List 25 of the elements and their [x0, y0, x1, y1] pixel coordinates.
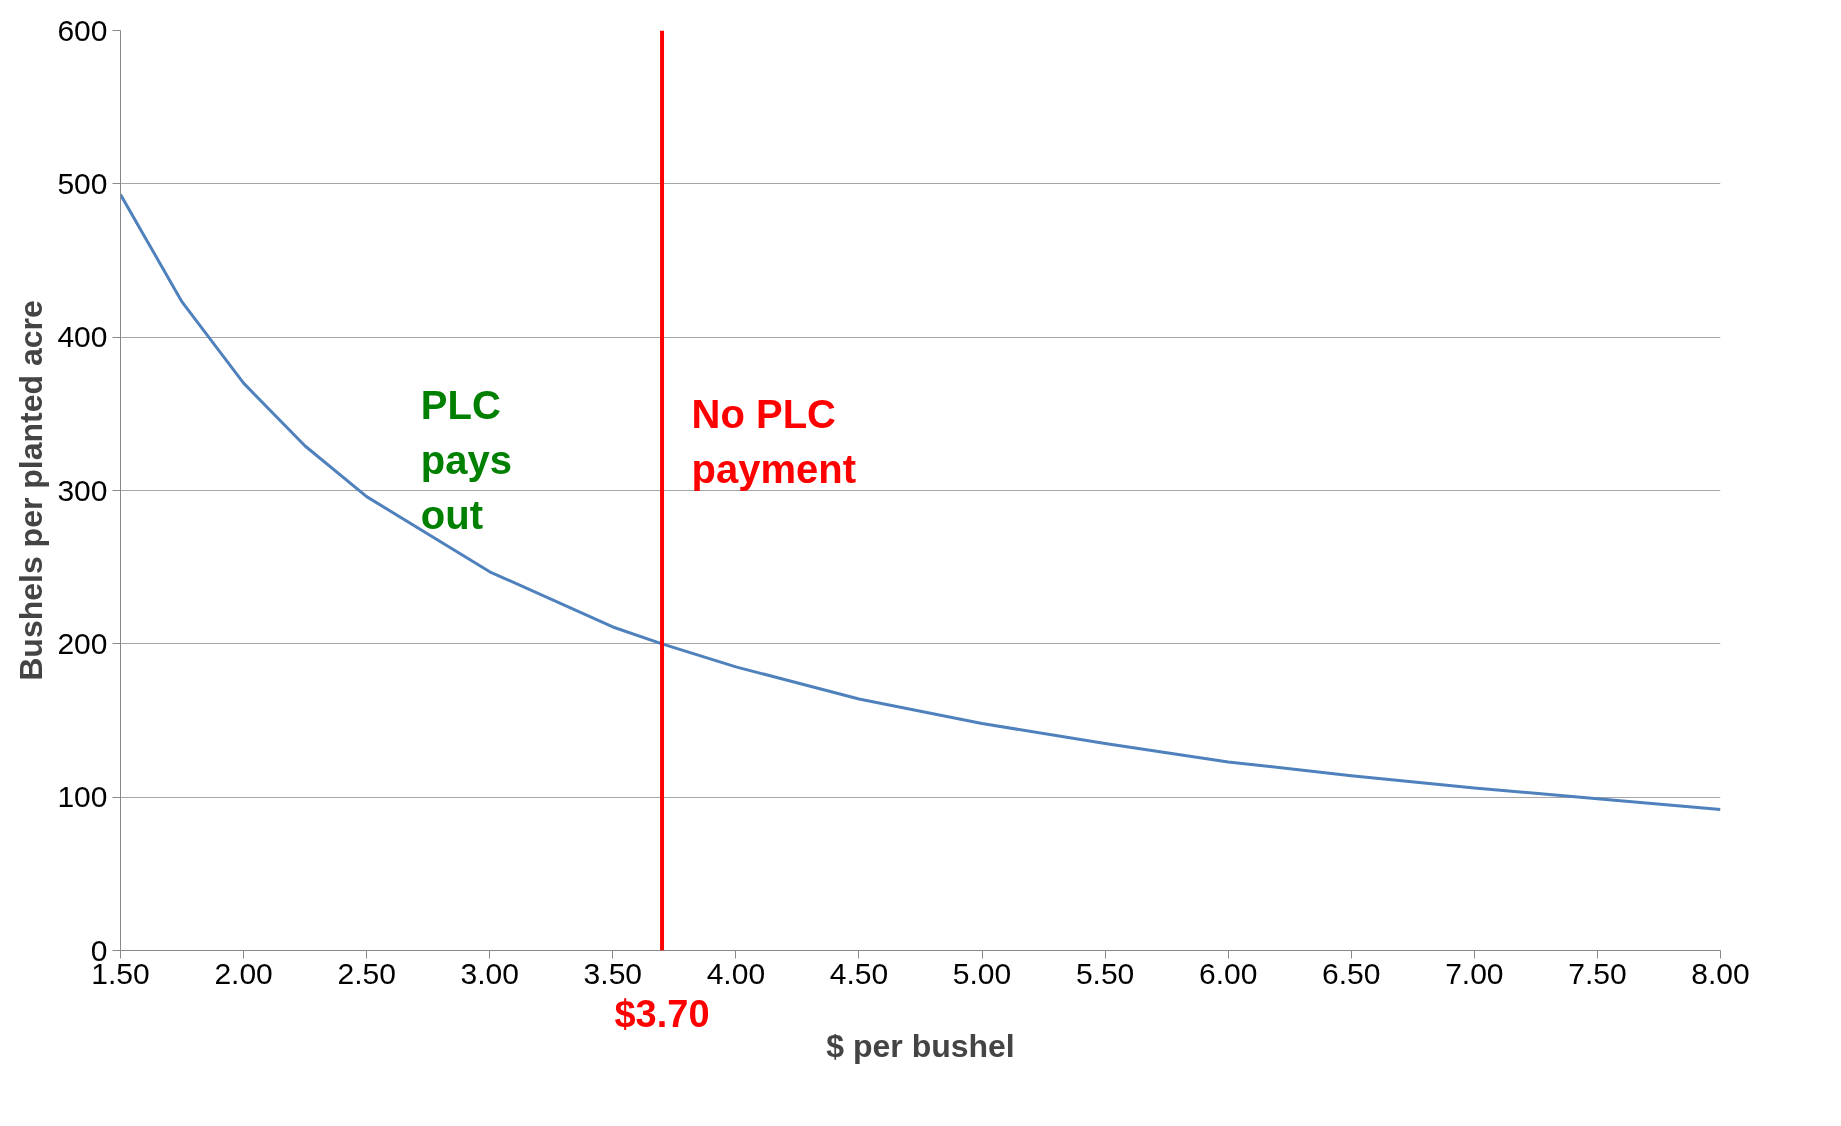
ref-line-label: $3.70: [614, 992, 710, 1035]
y-tick-label: 100: [57, 780, 108, 814]
annotation: PLC pays out: [420, 382, 512, 537]
y-tick-label: 400: [57, 320, 108, 354]
x-tick-label: 5.00: [952, 956, 1012, 990]
y-tick-label: 500: [57, 166, 108, 200]
x-tick-label: 8.00: [1691, 956, 1750, 990]
y-tick-label: 200: [57, 626, 108, 660]
x-tick-label: 3.50: [583, 956, 642, 990]
x-tick-label: 5.50: [1075, 956, 1135, 990]
x-tick-label: 6.50: [1322, 956, 1381, 990]
x-axis-title: $ per bushel: [826, 1027, 1015, 1064]
y-tick-label: 300: [57, 473, 108, 507]
x-tick-label: 7.00: [1445, 956, 1504, 990]
y-tick-label: 600: [57, 13, 108, 47]
x-tick-label: 7.50: [1568, 956, 1627, 990]
x-tick-label: 2.00: [214, 956, 273, 990]
x-tick-label: 3.00: [460, 956, 519, 990]
x-tick-label: 4.50: [829, 956, 889, 990]
y-axis-title: Bushels per planted acre: [13, 300, 50, 681]
x-tick-label: 4.00: [706, 956, 766, 990]
annotation: No PLC payment: [691, 391, 857, 491]
line-series: [120, 193, 1721, 811]
x-tick-label: 6.00: [1199, 956, 1258, 990]
x-tick-label: 2.50: [337, 956, 396, 990]
